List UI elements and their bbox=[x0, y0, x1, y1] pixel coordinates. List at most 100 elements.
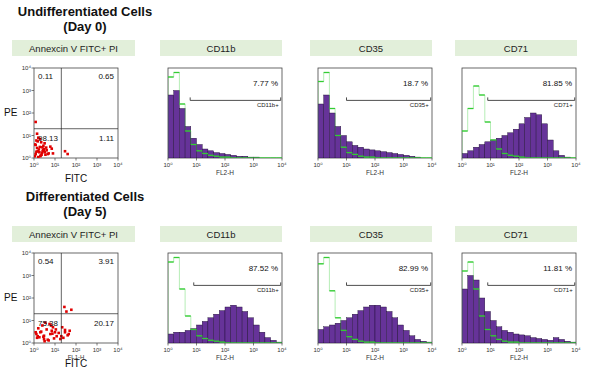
x-tick bbox=[318, 158, 319, 161]
histogram-step-connector bbox=[168, 73, 282, 159]
x-tick-label: 10⁰ bbox=[163, 162, 173, 168]
dot bbox=[35, 150, 38, 153]
histogram-bar bbox=[254, 157, 260, 158]
histogram-bar bbox=[347, 142, 353, 158]
histogram-step bbox=[468, 261, 474, 262]
histogram-bar bbox=[530, 113, 536, 158]
histogram-bar bbox=[559, 339, 565, 343]
x-tick-label: 10² bbox=[515, 162, 524, 168]
histogram-step bbox=[197, 150, 203, 151]
x-tick bbox=[168, 158, 169, 161]
histogram-step bbox=[570, 157, 576, 158]
x-tick-label: 10¹ bbox=[486, 347, 495, 353]
histogram-step bbox=[174, 257, 180, 258]
histogram-step bbox=[265, 157, 271, 158]
histogram-bar bbox=[479, 145, 485, 159]
histogram-bar bbox=[565, 157, 571, 158]
x-tick bbox=[576, 343, 577, 346]
histogram-bar bbox=[536, 115, 542, 158]
histogram-bar bbox=[352, 145, 358, 158]
dot bbox=[38, 151, 41, 154]
histogram-step bbox=[352, 339, 358, 340]
histogram-step bbox=[202, 153, 208, 154]
header-box bbox=[455, 40, 577, 56]
x-tick bbox=[462, 343, 463, 346]
histogram-step bbox=[254, 157, 260, 158]
histogram-bar bbox=[231, 155, 237, 158]
dot bbox=[65, 310, 68, 313]
histogram-bar bbox=[335, 127, 341, 159]
x-tick-label: 10⁴ bbox=[113, 347, 123, 353]
histogram-step bbox=[179, 103, 185, 104]
x-axis-label: FL2-H bbox=[216, 354, 234, 361]
dot bbox=[45, 328, 48, 331]
histogram-step bbox=[508, 155, 514, 156]
histogram-step bbox=[347, 336, 353, 337]
histogram-step bbox=[426, 157, 432, 158]
histogram-step bbox=[404, 157, 410, 158]
gate-label: CD71+ bbox=[554, 287, 573, 293]
histogram-step bbox=[341, 147, 347, 148]
histogram-step bbox=[375, 157, 381, 158]
histogram-bar bbox=[352, 314, 358, 343]
quadrant-label: 0.54 bbox=[38, 257, 54, 266]
quadrant-label: 0.11 bbox=[38, 72, 54, 81]
x-tick bbox=[490, 158, 491, 161]
histogram-bar bbox=[415, 157, 421, 158]
y-tick bbox=[32, 298, 35, 299]
gate-percent: 7.77 % bbox=[253, 79, 278, 88]
quadrant-line-y bbox=[34, 128, 118, 129]
dot bbox=[51, 332, 54, 335]
plot-marks bbox=[318, 73, 432, 159]
histogram-step bbox=[559, 157, 565, 158]
panel-title: Annexcin V FITC+ PI bbox=[29, 43, 118, 54]
x-tick-label: 10² bbox=[515, 347, 524, 353]
gate-bracket bbox=[190, 97, 281, 100]
histogram-step bbox=[364, 341, 370, 342]
x-tick bbox=[519, 158, 520, 161]
dot bbox=[54, 331, 57, 334]
histogram-step bbox=[236, 342, 242, 343]
quadrant-label: 3.91 bbox=[98, 257, 114, 266]
dot bbox=[45, 146, 48, 149]
histogram-step bbox=[565, 157, 571, 158]
histogram-step bbox=[525, 157, 531, 158]
histogram-bar bbox=[375, 151, 381, 158]
dot bbox=[34, 121, 37, 124]
histogram-bar bbox=[219, 154, 225, 159]
histogram-bar bbox=[265, 158, 271, 159]
histogram-bar bbox=[236, 156, 242, 158]
y-tick-label: 10¹ bbox=[22, 318, 31, 324]
histogram-step bbox=[214, 156, 220, 157]
x-tick-label: 10³ bbox=[93, 347, 102, 353]
histogram-step bbox=[364, 156, 370, 157]
x-tick bbox=[375, 158, 376, 161]
panel: CD3510⁰10¹10²10³10⁴FL2-HCD35+18.7 % bbox=[310, 40, 437, 176]
histogram-bar bbox=[242, 156, 248, 158]
quadrant-label: 20.17 bbox=[94, 319, 115, 328]
y-tick-label: 10³ bbox=[22, 88, 31, 94]
histogram-step bbox=[214, 341, 220, 342]
histogram-bar bbox=[335, 323, 341, 343]
y-tick-label: 10² bbox=[22, 295, 31, 301]
histogram-step bbox=[219, 156, 225, 157]
histogram-step bbox=[324, 257, 330, 258]
histogram-bar bbox=[369, 150, 375, 158]
histogram-bar bbox=[553, 151, 559, 158]
histogram-bar bbox=[318, 330, 324, 344]
histogram-step bbox=[341, 330, 347, 331]
histogram-bar bbox=[409, 336, 415, 343]
histogram-step bbox=[468, 108, 474, 109]
dot bbox=[47, 339, 50, 342]
group-title: Differentiated Cells bbox=[26, 189, 144, 204]
histogram-bar bbox=[214, 153, 220, 158]
dot bbox=[46, 153, 49, 156]
gate-percent: 81.85 % bbox=[543, 79, 572, 88]
x-tick-label: 10¹ bbox=[192, 162, 201, 168]
histogram-step bbox=[242, 157, 248, 158]
histogram-step bbox=[548, 342, 554, 343]
x-tick-label: 10⁴ bbox=[277, 162, 287, 168]
histogram-bar bbox=[485, 312, 491, 344]
panel: CD3510⁰10¹10²10³10⁴FL2-HCD35+82.99 % bbox=[310, 226, 437, 361]
x-tick-label: 10² bbox=[72, 347, 81, 353]
